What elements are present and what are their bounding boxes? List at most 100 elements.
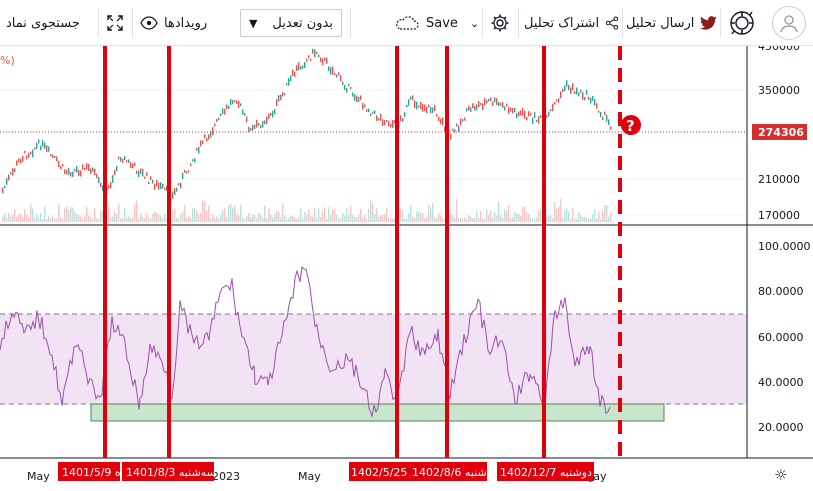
price-candle — [388, 120, 390, 127]
volume-bar — [260, 214, 262, 222]
price-candle — [580, 89, 582, 93]
volume-bar — [176, 218, 178, 222]
chart-area[interactable]: %) 450000 350000 210000 170000 274306 10… — [0, 46, 813, 491]
price-candle — [530, 112, 532, 116]
events-button[interactable]: رویدادها — [140, 4, 232, 42]
price-candle — [410, 96, 412, 100]
chevron-down-icon[interactable]: ⌄ — [469, 16, 480, 30]
price-candle — [548, 111, 550, 117]
price-candle — [88, 163, 90, 171]
volume-bar — [328, 207, 330, 222]
price-candle — [602, 116, 604, 121]
volume-bar — [62, 218, 64, 222]
volume-bar — [18, 214, 20, 222]
volume-bar — [572, 207, 574, 222]
price-candle — [50, 153, 52, 157]
price-candle — [186, 171, 188, 174]
volume-bar — [608, 216, 610, 222]
price-candle — [32, 149, 34, 158]
volume-bar — [602, 210, 604, 222]
save-button[interactable]: Save ⌄ — [394, 4, 480, 42]
price-candle — [68, 167, 70, 176]
price-candle — [282, 92, 284, 97]
price-candle — [36, 142, 38, 150]
price-candle — [48, 146, 50, 152]
adjustment-select[interactable]: ▼ بدون تعدیل — [240, 9, 342, 37]
price-scale[interactable]: 450000 350000 210000 170000 274306 — [752, 46, 807, 222]
price-candle — [462, 119, 464, 122]
price-candle — [192, 159, 194, 162]
volume-bar — [418, 211, 420, 222]
volume-bar — [610, 211, 612, 222]
price-candle — [520, 110, 522, 116]
question-marker[interactable] — [621, 115, 641, 135]
price-candle — [34, 147, 36, 150]
volume-bar — [490, 210, 492, 222]
settings-button[interactable] — [486, 4, 514, 42]
volume-bar — [276, 210, 278, 222]
time-axis-label: May — [298, 470, 321, 483]
volume-bar — [470, 216, 472, 222]
volume-bar — [560, 199, 562, 222]
volume-bar — [410, 205, 412, 222]
volume-bar — [266, 218, 268, 222]
sync-button[interactable] — [724, 4, 760, 42]
volume-bar — [436, 218, 438, 222]
price-candle — [566, 80, 568, 87]
price-candle — [4, 185, 6, 189]
price-candle — [16, 160, 18, 166]
price-candle — [24, 150, 26, 154]
price-candle — [182, 172, 184, 180]
price-candle — [474, 105, 476, 111]
volume-bar — [466, 218, 468, 222]
price-candle — [422, 104, 424, 112]
price-candle — [438, 116, 440, 122]
price-candle — [178, 183, 180, 186]
price-candle — [316, 51, 318, 55]
indicator-scale[interactable]: 100.0000 80.0000 60.0000 40.0000 20.0000 — [758, 240, 811, 434]
price-candle — [6, 178, 8, 185]
volume-bar — [74, 211, 76, 222]
indicator-tick-label: 60.0000 — [758, 331, 804, 344]
price-candle — [434, 105, 436, 112]
price-candle — [500, 102, 502, 106]
price-candle — [302, 65, 304, 69]
volume-bar — [30, 204, 32, 222]
volume-bar — [408, 213, 410, 222]
gear-icon[interactable]: ☼ — [774, 466, 787, 484]
fullscreen-button[interactable] — [104, 4, 126, 42]
volume-bar — [482, 218, 484, 222]
chart-canvas[interactable]: %) 450000 350000 210000 170000 274306 10… — [0, 46, 813, 491]
send-analysis-button[interactable]: ارسال تحلیل — [626, 4, 718, 42]
price-candle — [166, 185, 168, 191]
date-tag-label: 1401/5/9 ه — [62, 466, 121, 479]
volume-bar — [224, 208, 226, 222]
price-candle — [54, 155, 56, 158]
user-avatar[interactable] — [772, 6, 806, 40]
volume-bar — [264, 205, 266, 222]
toolbar-divider — [720, 8, 721, 38]
volume-bar — [298, 217, 300, 222]
price-candle — [596, 103, 598, 109]
price-candle — [26, 155, 28, 160]
price-candle — [314, 49, 316, 57]
date-tag-label: 1401/8/3 سه‌شنبه — [126, 466, 216, 479]
price-candle — [2, 187, 4, 194]
volume-bar — [310, 216, 312, 222]
symbol-search-button[interactable]: جستجوی نماد — [0, 4, 98, 42]
share-analysis-button[interactable]: اشتراک تحلیل — [524, 4, 619, 42]
volume-bar — [344, 215, 346, 222]
volume-bar — [90, 217, 92, 222]
volume-bar — [308, 208, 310, 222]
volume-bar — [530, 218, 532, 222]
volume-bar — [146, 212, 148, 222]
price-candle — [248, 126, 250, 133]
price-candle — [588, 96, 590, 101]
price-candle — [404, 112, 406, 118]
price-candle — [10, 172, 12, 175]
volume-bar — [462, 218, 464, 222]
indicator-tick-label: 80.0000 — [758, 285, 804, 298]
price-candle — [426, 106, 428, 113]
support-zone-box[interactable] — [90, 403, 665, 422]
price-candle — [336, 74, 338, 78]
